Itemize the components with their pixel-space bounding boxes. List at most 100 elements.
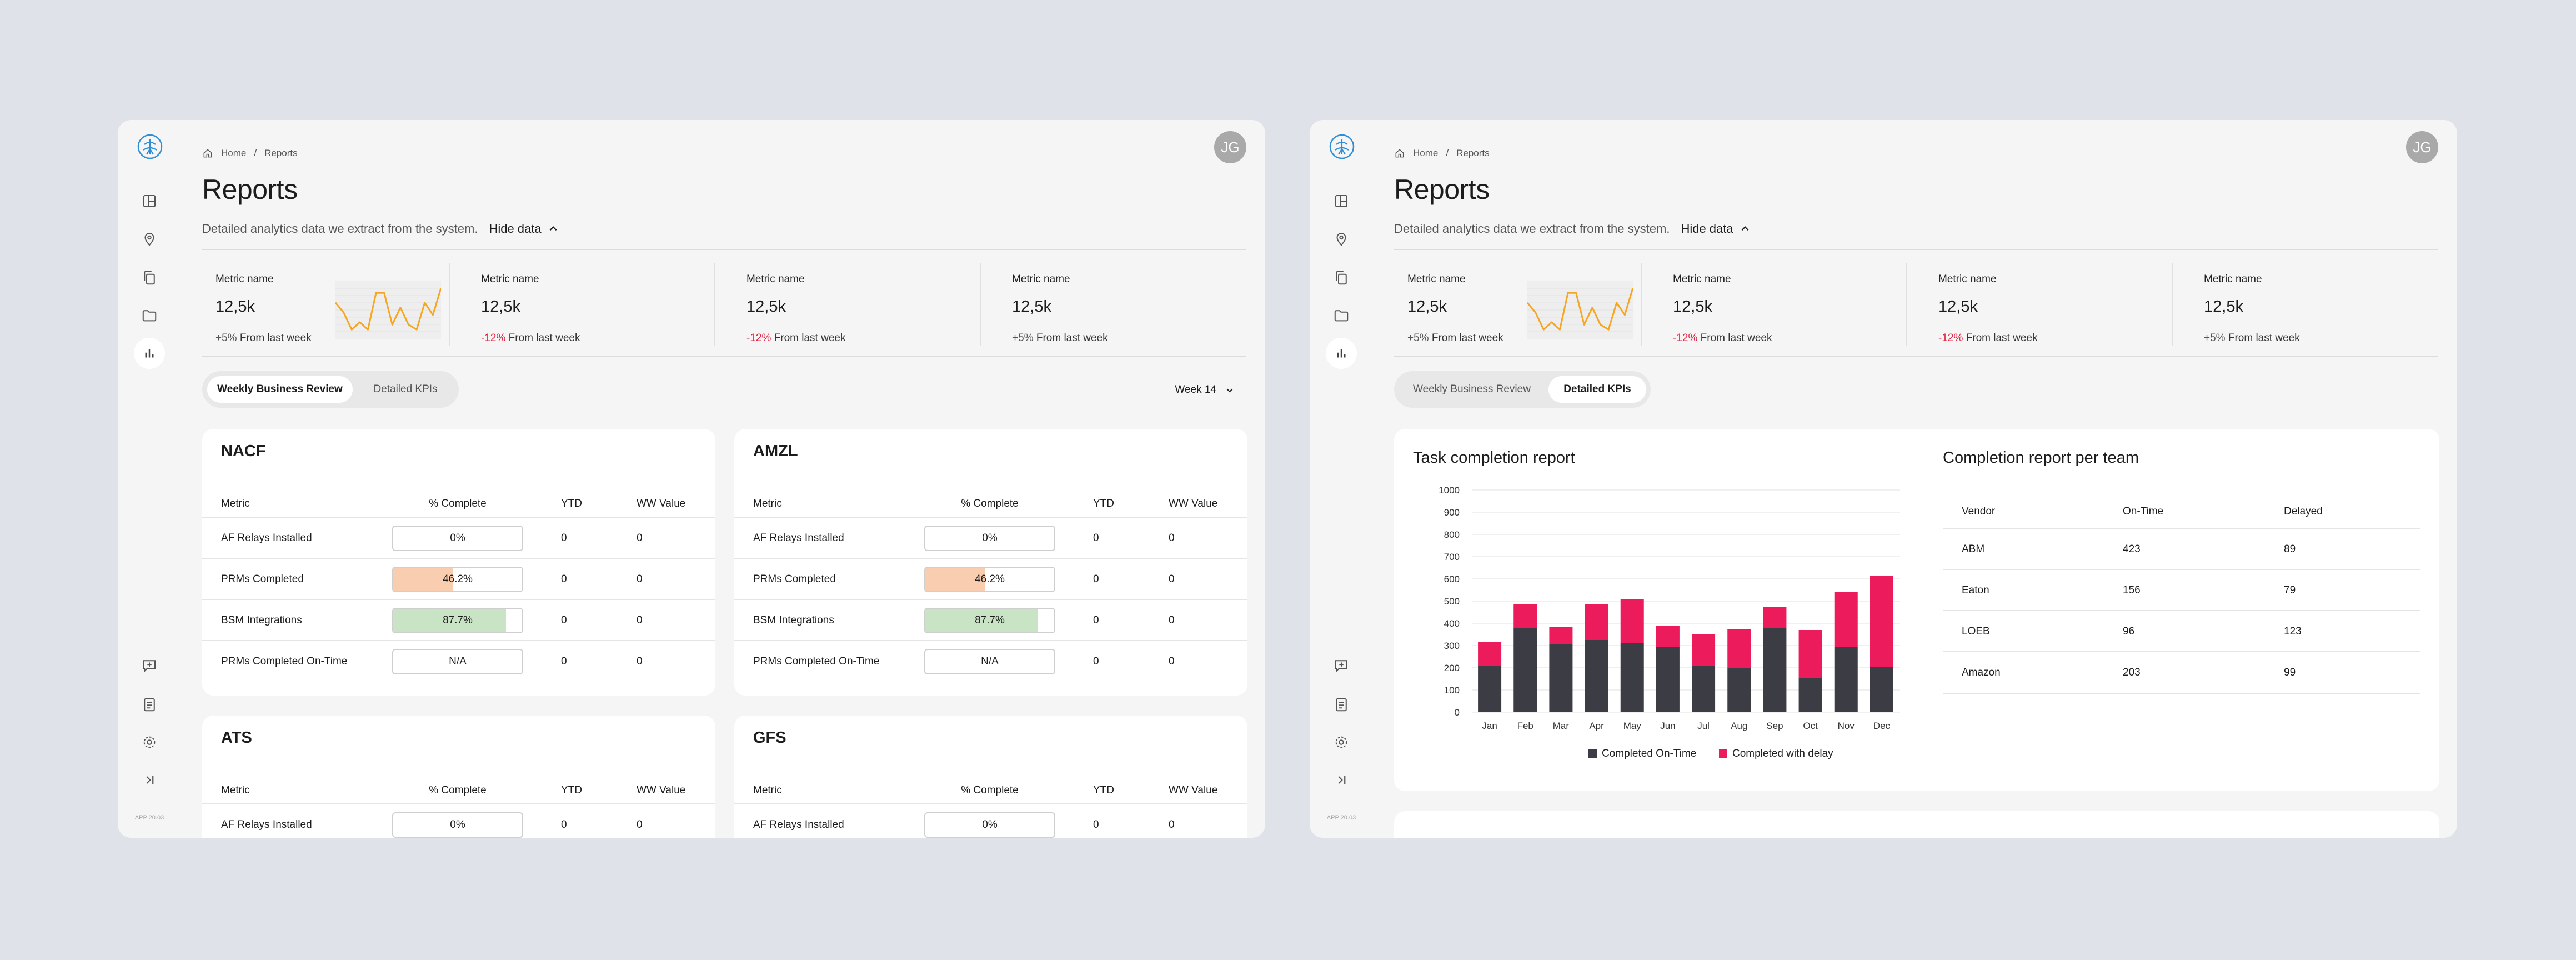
user-avatar[interactable]: JG (1214, 131, 1246, 163)
breadcrumb-home[interactable]: Home (1413, 148, 1439, 158)
metric-divider (980, 263, 981, 346)
notes-icon[interactable] (137, 692, 162, 717)
metric-card: Metric name 12,5k -12% From last week (1925, 268, 2169, 346)
sparkline-line (335, 287, 441, 331)
row-ontime: 156 (2123, 584, 2141, 596)
change-suffix: From last week (1431, 332, 1503, 344)
progress-text: 46.2% (443, 573, 473, 585)
bar-chart-icon[interactable] (134, 338, 165, 369)
row-metric: PRMs Completed (221, 573, 304, 585)
expand-sidebar-icon[interactable] (1329, 768, 1354, 792)
divider (1394, 356, 2438, 357)
table-row: LOEB 96 123 (1943, 610, 2420, 652)
copy-icon[interactable] (137, 266, 162, 290)
change-value: -12% (1673, 332, 1698, 344)
metric-value: 12,5k (1407, 298, 1447, 316)
progress-text: N/A (449, 656, 467, 667)
progress-text: 0% (982, 819, 998, 831)
metric-name: Metric name (215, 273, 274, 285)
tab-detailed-kpis[interactable]: Detailed KPIs (1548, 376, 1646, 403)
row-metric: BSM Integrations (753, 614, 834, 626)
progress-cell: 0% (924, 526, 1055, 551)
row-ytd: 0 (1093, 614, 1099, 626)
bar-chart-icon[interactable] (1326, 338, 1357, 369)
logo-icon[interactable] (137, 133, 163, 160)
bar-segment-delay (1763, 607, 1787, 628)
row-metric: AF Relays Installed (753, 532, 844, 544)
change-suffix: From last week (239, 332, 312, 344)
hide-data-button[interactable]: Hide data (489, 222, 558, 236)
progress-text: 0% (450, 819, 465, 831)
breadcrumb-current: Reports (1456, 148, 1490, 158)
bar-segment-delay (1478, 642, 1502, 666)
x-tick-label: Oct (1803, 721, 1818, 731)
x-tick-label: Apr (1589, 721, 1604, 731)
folder-icon[interactable] (1329, 303, 1354, 328)
settings-icon[interactable] (137, 730, 162, 754)
add-comment-icon[interactable] (137, 653, 162, 678)
progress-text: 87.7% (975, 614, 1005, 626)
row-ytd: 0 (561, 573, 567, 585)
window-detailed-kpis: APP 20.03 Home / Reports JG Reports Deta… (1310, 120, 2457, 838)
folder-icon[interactable] (137, 303, 162, 328)
app-version: APP 20.03 (1326, 814, 1356, 821)
col-metric: Metric (753, 498, 782, 509)
legend-swatch (1719, 749, 1727, 758)
page-title: Reports (202, 174, 298, 205)
table-row: BSM Integrations 87.7% 0 0 (734, 599, 1247, 641)
breadcrumb-home[interactable]: Home (221, 148, 247, 158)
bar-segment-on-time (1727, 668, 1751, 712)
bar-segment-delay (1585, 604, 1608, 640)
progress-cell: 0% (392, 812, 523, 838)
home-icon[interactable] (202, 148, 213, 159)
row-metric: AF Relays Installed (221, 819, 312, 831)
col-complete: % Complete (429, 498, 487, 509)
notes-icon[interactable] (1329, 692, 1354, 717)
breadcrumb: Home / Reports (202, 140, 298, 167)
col-ww-value: WW Value (1169, 784, 1218, 796)
row-vendor: LOEB (1962, 626, 1990, 637)
expand-sidebar-icon[interactable] (137, 768, 162, 792)
x-tick-label: Jan (1482, 721, 1497, 731)
add-comment-icon[interactable] (1329, 653, 1354, 678)
y-tick-label: 1000 (1439, 485, 1460, 496)
progress-cell: 87.7% (392, 608, 523, 633)
tab-weekly-business-review[interactable]: Weekly Business Review (207, 376, 353, 403)
row-ytd: 0 (561, 819, 567, 831)
x-tick-label: Mar (1553, 721, 1570, 731)
change-suffix: From last week (1036, 332, 1108, 344)
row-ww: 0 (637, 656, 643, 667)
location-pin-icon[interactable] (1329, 227, 1354, 251)
progress-fill (393, 568, 453, 591)
metric-name: Metric name (481, 273, 539, 285)
metric-value: 12,5k (2204, 298, 2243, 316)
tab-detailed-kpis[interactable]: Detailed KPIs (373, 383, 438, 395)
user-avatar[interactable]: JG (2406, 131, 2438, 163)
metric-change: +5% From last week (1012, 332, 1108, 344)
hide-data-button[interactable]: Hide data (1681, 222, 1750, 236)
progress-text: 0% (450, 532, 465, 544)
row-metric: BSM Integrations (221, 614, 302, 626)
settings-icon[interactable] (1329, 730, 1354, 754)
row-ontime: 96 (2123, 626, 2135, 637)
layout-icon[interactable] (137, 189, 162, 213)
change-value: +5% (215, 332, 237, 344)
page-subtitle: Detailed analytics data we extract from … (202, 219, 558, 239)
logo-icon[interactable] (1329, 133, 1355, 160)
chart-title: Task completion report (1413, 449, 1575, 467)
tab-weekly-business-review[interactable]: Weekly Business Review (1413, 383, 1531, 395)
row-ww: 0 (637, 614, 643, 626)
y-tick-label: 600 (1444, 574, 1460, 584)
home-icon[interactable] (1394, 148, 1405, 159)
sparkline-line (1527, 287, 1633, 331)
x-tick-label: Sep (1766, 721, 1783, 731)
metric-card: Metric name 12,5k +5% From last week (999, 268, 1243, 346)
bar-segment-on-time (1513, 628, 1537, 712)
week-label: Week 14 (1175, 384, 1216, 396)
week-selector[interactable]: Week 14 (1175, 380, 1234, 400)
progress-cell: 0% (392, 526, 523, 551)
layout-icon[interactable] (1329, 189, 1354, 213)
location-pin-icon[interactable] (137, 227, 162, 251)
metric-divider (1641, 263, 1642, 346)
copy-icon[interactable] (1329, 266, 1354, 290)
